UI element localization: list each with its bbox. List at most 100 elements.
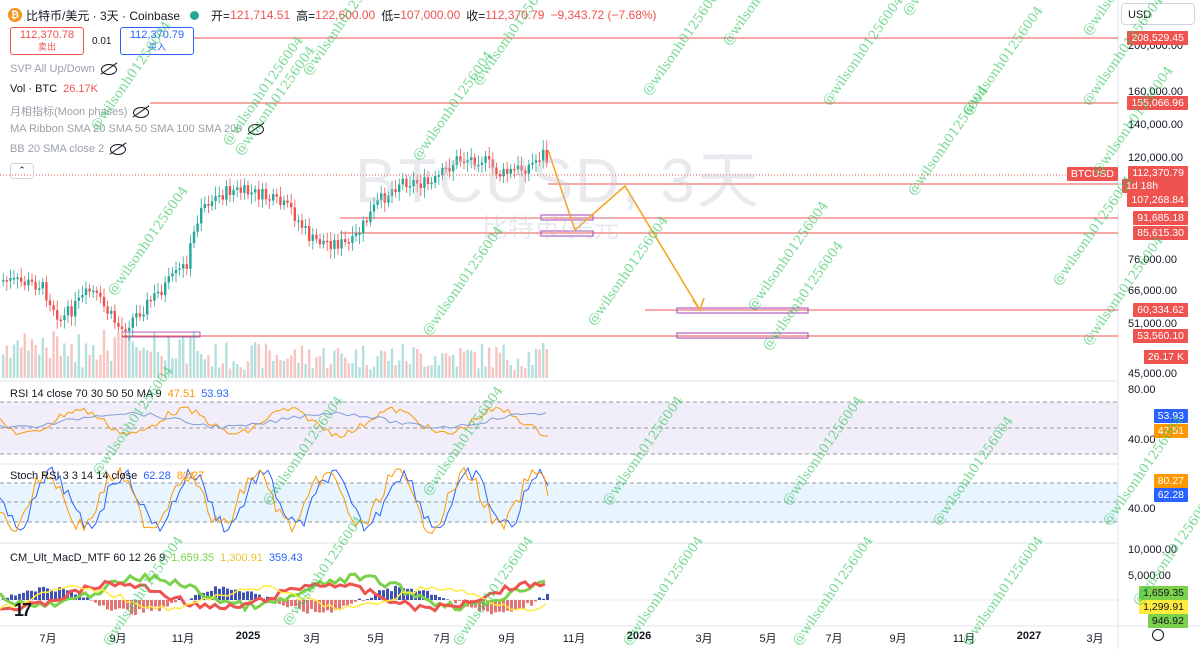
macd-bar (390, 591, 393, 600)
macd-bar (542, 598, 545, 600)
macd-bar (250, 591, 253, 600)
volume-bar (279, 360, 282, 378)
legend-macd[interactable]: CM_Ult_MacD_MTF 60 12 26 9 1,659.35 1,300.… (10, 552, 303, 564)
macd-bar (6, 597, 9, 600)
stoch-tag: 80.27 (1153, 474, 1188, 488)
price-axis-label: 45,000.00 (1128, 368, 1177, 380)
candle (268, 199, 271, 201)
candle (297, 220, 300, 222)
settings-gear-icon[interactable] (1152, 629, 1164, 641)
ohlc-close-value: 112,370.79 (485, 8, 545, 22)
volume-bar (473, 352, 476, 378)
legend-volume[interactable]: Vol · BTC 26.17K (10, 83, 98, 95)
candle (488, 156, 491, 160)
ma-ribbon-label: MA Ribbon SMA 20 SMA 50 SMA 100 SMA 200 (10, 123, 243, 135)
candle (473, 157, 476, 166)
symbol-header[interactable]: ₿ 比特币/美元 · 3天 · Coinbase 开= 121,714.51 高=… (8, 7, 657, 23)
candle (41, 282, 44, 289)
time-axis-label: 2027 (1016, 630, 1042, 642)
macd-bar (438, 597, 441, 600)
volume-bar (362, 345, 365, 378)
volume-bar (210, 366, 214, 378)
hidden-eye-icon[interactable] (100, 63, 117, 75)
volume-bar (405, 361, 408, 378)
candle (311, 234, 314, 241)
buy-button[interactable]: 112,370.79 买入 (120, 27, 194, 55)
legend-moon[interactable]: 月相指标(Moon phases) (10, 103, 150, 119)
collapse-legend-icon[interactable]: ⌃ (10, 163, 34, 179)
time-axis-label: 5月 (759, 633, 777, 645)
candle (362, 220, 365, 234)
candle (509, 168, 512, 174)
macd-bar (294, 600, 297, 607)
volume-bar (59, 355, 62, 378)
volume-bar (365, 364, 368, 378)
candle (30, 279, 34, 282)
time-axis-label: 7月 (825, 633, 843, 645)
macd-bar (370, 597, 373, 600)
time-axis-label: 3月 (303, 633, 321, 645)
volume-bar (9, 357, 12, 378)
currency-select[interactable]: USD (1121, 3, 1195, 25)
legend-bb[interactable]: BB 20 SMA close 2 (10, 143, 127, 155)
macd-bar (506, 600, 509, 611)
candle (542, 149, 545, 161)
macd-bar (106, 600, 109, 610)
symbol-title[interactable]: 比特币/美元 · 3天 · Coinbase (26, 8, 181, 23)
volume-bar (160, 355, 163, 378)
legend-stoch[interactable]: Stoch RSI 3 3 14 14 close 62.28 80.27 (10, 470, 204, 482)
volume-bar (372, 366, 376, 378)
rsi-tag: 47.51 (1153, 424, 1188, 438)
time-axis-label: 5月 (367, 633, 385, 645)
volume-bar (185, 363, 188, 378)
macd-bar (482, 600, 485, 611)
candle (470, 157, 473, 161)
legend-svp[interactable]: SVP All Up/Down (10, 63, 117, 75)
volume-bar (171, 358, 174, 378)
macd-bar (190, 598, 193, 600)
candle (462, 161, 466, 164)
volume-bar (272, 360, 275, 378)
macd-bar (362, 600, 365, 601)
candle (394, 189, 397, 193)
macd-bar (394, 585, 397, 600)
rsi-value-1: 47.51 (167, 388, 196, 400)
spread-value: 0.01 (92, 36, 112, 47)
candle (408, 186, 412, 188)
macd-bar (338, 600, 341, 611)
legend-rsi[interactable]: RSI 14 close 70 30 50 50 MA 9 47.51 53.93 (10, 388, 229, 400)
legend-ma-ribbon[interactable]: MA Ribbon SMA 20 SMA 50 SMA 100 SMA 200 (10, 123, 265, 135)
macd-bar (398, 587, 401, 600)
hidden-eye-icon[interactable] (133, 106, 150, 118)
volume-bar (81, 367, 84, 378)
macd-bar (226, 588, 229, 600)
candle (466, 160, 469, 163)
macd-bar (342, 600, 345, 606)
hidden-eye-icon[interactable] (248, 123, 265, 135)
volume-bar (398, 360, 401, 378)
macd-bar (358, 598, 361, 600)
candle (264, 188, 268, 200)
candle (304, 226, 307, 228)
volume-bar (203, 359, 206, 378)
macd-bar (162, 600, 165, 608)
volume-bar (477, 368, 480, 378)
volume-bar (192, 331, 196, 378)
hidden-eye-icon[interactable] (110, 143, 127, 155)
candles (2, 140, 548, 341)
macd-bar (102, 600, 105, 606)
macd-bar (58, 587, 61, 600)
candle (120, 326, 124, 330)
time-axis-label: 3月 (1086, 633, 1104, 645)
vol-value: 26.17K (63, 83, 98, 95)
volume-bar (509, 364, 512, 378)
time-axis-label: 7月 (433, 633, 451, 645)
tradingview-logo[interactable]: 17 (14, 600, 32, 620)
macd-bar (478, 600, 481, 612)
candle (419, 183, 422, 188)
sell-button[interactable]: 112,370.78 卖出 (10, 27, 84, 55)
candle (527, 164, 530, 174)
candle (387, 195, 390, 203)
candle (153, 293, 156, 301)
